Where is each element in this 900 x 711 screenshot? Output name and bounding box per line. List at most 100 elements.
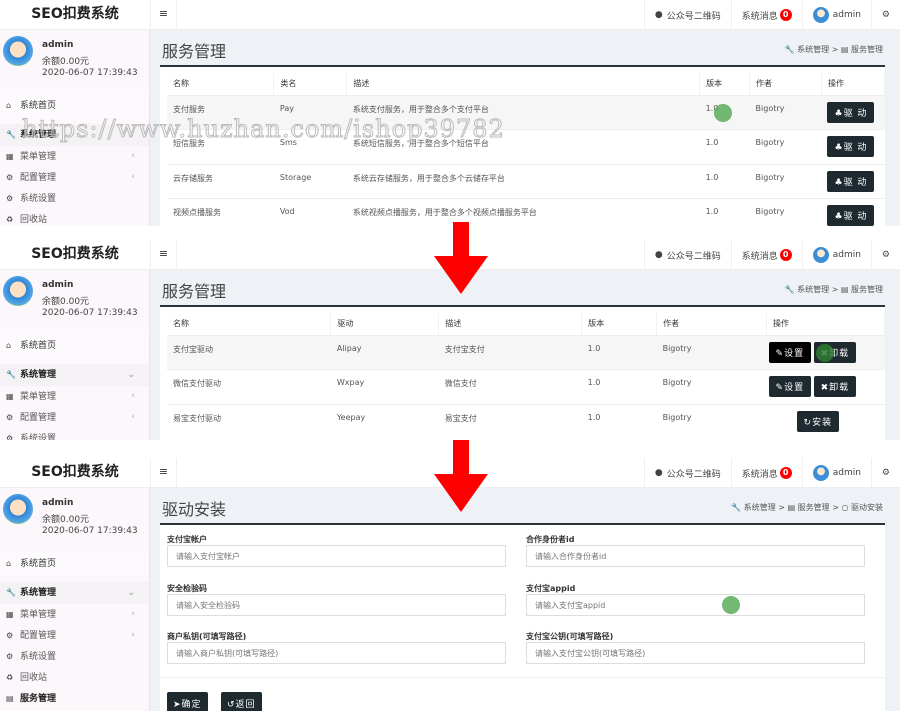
edit-icon: ✎: [775, 383, 785, 393]
red-arrow-down-icon: [434, 440, 488, 512]
home-icon: ⌂: [6, 101, 12, 110]
cursor-indicator: [816, 344, 834, 362]
messages-link[interactable]: 系统消息 0: [730, 458, 802, 488]
confirm-button[interactable]: ➤确定: [167, 692, 208, 711]
grid-icon: ▦: [6, 392, 14, 401]
wrench-icon: 🔧: [731, 503, 742, 512]
top-header: SEO扣费系统 ≡ ● 公众号二维码 系统消息 0 admin ⚙: [0, 240, 900, 270]
page-title: 服务管理: [162, 282, 227, 301]
sidebar-item-system[interactable]: 🔧 系统管理 ⌄: [0, 582, 149, 604]
uninstall-button[interactable]: ✖卸载: [813, 376, 857, 397]
settings-icon[interactable]: ⚙: [870, 240, 900, 270]
security-code-input[interactable]: [167, 594, 506, 616]
sidebar-item-config[interactable]: ⚙ 配置管理 ‹: [0, 625, 149, 646]
avatar: [812, 247, 829, 263]
sidebar-item-config[interactable]: ⚙ 配置管理 ‹: [0, 407, 149, 428]
page-title: 驱动安装: [162, 500, 227, 519]
settings-icon[interactable]: ⚙: [870, 0, 900, 30]
sidebar-item-system[interactable]: 🔧 系统管理 ⌄: [0, 124, 149, 146]
edit-icon: ✎: [775, 348, 785, 359]
top-header: SEO扣费系统 ≡ ● 公众号二维码 系统消息 0 admin ⚙: [0, 458, 900, 488]
table-row: 短信服务 Sms 系统短信服务，用于整合多个短信平台 1.0 Bigotry ♣驱 动: [167, 129, 885, 164]
breadcrumb: 🔧 系统管理 > ▤ 服务管理: [784, 285, 883, 294]
cogs-icon: ⚙: [6, 652, 14, 661]
wrench-icon: 🔧: [6, 588, 16, 597]
user-menu[interactable]: admin: [801, 458, 871, 488]
settings-icon[interactable]: ⚙: [870, 458, 900, 488]
sidebar-item-settings[interactable]: ⚙ 系统设置: [0, 188, 149, 209]
partner-id-input[interactable]: [526, 545, 865, 567]
sidebar-item-recycle[interactable]: ♻ 回收站: [0, 667, 149, 688]
install-button[interactable]: ↻安装: [796, 410, 840, 432]
server-icon: ▤: [6, 694, 14, 703]
home-icon: ⌂: [6, 341, 12, 350]
driver-table: 名称 驱动 描述 版本 作者 操作 支付宝驱动 Alipay 支付宝支付 1.0 Bigotry ✎…: [167, 313, 885, 439]
page-title: 服务管理: [162, 42, 227, 61]
alipay-account-input[interactable]: [167, 545, 506, 567]
driver-button[interactable]: ♣驱 动: [827, 170, 875, 192]
recycle-icon: ♻: [6, 215, 14, 224]
circle-icon: ○: [841, 503, 849, 512]
sidebar-item-menu[interactable]: ▦ 菜单管理 ‹: [0, 146, 149, 167]
user-menu[interactable]: admin: [801, 0, 871, 30]
qr-code-link[interactable]: ● 公众号二维码: [643, 240, 731, 270]
send-icon: ➤: [173, 700, 182, 710]
wechat-icon: ●: [654, 250, 663, 260]
user-avatar: [3, 494, 33, 524]
top-header: SEO扣费系统 ≡ ● 公众号二维码 系统消息 0 admin ⚙: [0, 0, 900, 30]
cursor-indicator: [722, 596, 740, 614]
sidebar-item-system[interactable]: 🔧 系统管理 ⌄: [0, 364, 149, 386]
wrench-icon: 🔧: [6, 370, 16, 379]
wrench-icon: 🔧: [6, 130, 16, 139]
close-icon: ✖: [820, 383, 830, 393]
sidebar: admin 余额0.00元 2020-06-07 17:39:43 ⌂ 系统首页 🔧 系…: [0, 270, 150, 440]
cogs-icon: ⚙: [6, 434, 14, 440]
sidebar-item-config[interactable]: ⚙ 配置管理 ‹: [0, 167, 149, 188]
qr-code-link[interactable]: ● 公众号二维码: [643, 0, 731, 30]
sidebar-item-settings[interactable]: ⚙ 系统设置: [0, 428, 149, 440]
undo-icon: ↺: [227, 700, 236, 710]
sidebar-item-menu[interactable]: ▦ 菜单管理 ‹: [0, 604, 149, 625]
cursor-indicator: [714, 104, 732, 122]
recycle-icon: ♻: [6, 673, 14, 682]
appid-input[interactable]: [526, 594, 865, 616]
user-menu[interactable]: admin: [801, 240, 871, 270]
driver-button[interactable]: ♣驱 动: [827, 101, 875, 123]
install-form: 支付宝帐户 合作身份者id 安全检验码 支付宝appid 商户私钥(可填写路径)…: [160, 523, 885, 711]
table-row: 支付服务 Pay 系统支付服务，用于整合多个支付平台 1.0 Bigotry ♣驱 动: [167, 94, 885, 130]
watermark: https://www.huzhan.com/ishop39782: [22, 115, 505, 144]
list-icon: ▤: [840, 45, 849, 54]
messages-link[interactable]: 系统消息 0: [730, 240, 802, 270]
grid-icon: ▦: [6, 152, 14, 161]
public-key-input[interactable]: [526, 642, 865, 664]
menu-toggle-icon[interactable]: ≡: [150, 240, 177, 270]
menu-toggle-icon[interactable]: ≡: [150, 458, 177, 488]
sidebar-item-home[interactable]: ⌂ 系统首页: [0, 552, 149, 576]
settings-button[interactable]: ✎设置: [768, 341, 812, 363]
private-key-input[interactable]: [167, 642, 506, 664]
sidebar-item-recycle[interactable]: ♻ 回收站: [0, 209, 149, 226]
sidebar-item-home[interactable]: ⌂ 系统首页: [0, 334, 149, 358]
sidebar-item-service[interactable]: ▤ 服务管理: [0, 688, 149, 709]
driver-button[interactable]: ♣驱 动: [827, 136, 875, 157]
sidebar-item-home[interactable]: ⌂ 系统首页: [0, 94, 149, 118]
gear-icon: ⚙: [6, 173, 14, 182]
message-badge: 0: [779, 9, 792, 21]
app-logo: SEO扣费系统: [31, 6, 119, 22]
home-icon: ⌂: [6, 559, 12, 568]
service-table: 名称 类名 描述 版本 作者 操作 支付服务 Pay 系统支付服务，用于整合多个支付平台 1.0…: [167, 73, 886, 226]
driver-button[interactable]: ♣驱 动: [827, 205, 875, 226]
settings-button[interactable]: ✎设置: [768, 376, 812, 397]
sidebar-item-settings[interactable]: ⚙ 系统设置: [0, 646, 149, 667]
qr-code-link[interactable]: ● 公众号二维码: [643, 458, 731, 488]
user-avatar: [3, 36, 33, 66]
sidebar-item-menu[interactable]: ▦ 菜单管理 ‹: [0, 386, 149, 407]
avatar: [812, 465, 829, 481]
wechat-icon: ●: [654, 468, 663, 478]
sidebar: admin 余额0.00元 2020-06-07 17:39:43 ⌂ 系统首页 🔧 系…: [0, 488, 150, 711]
cogs-icon: ⚙: [6, 194, 14, 203]
messages-link[interactable]: 系统消息 0: [730, 0, 802, 30]
message-badge: 0: [779, 249, 792, 261]
menu-toggle-icon[interactable]: ≡: [150, 0, 177, 30]
back-button[interactable]: ↺返回: [221, 692, 262, 711]
